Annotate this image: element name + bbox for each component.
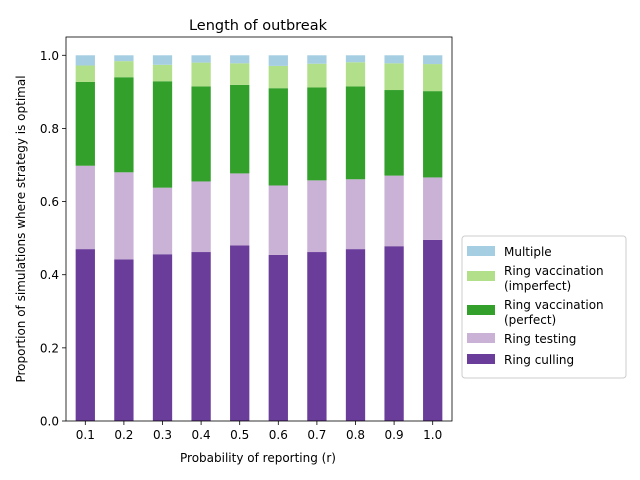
x-tick-label: 0.8 xyxy=(346,428,365,442)
x-tick-label: 0.7 xyxy=(307,428,326,442)
bar-segment-1-6 xyxy=(307,180,327,253)
legend: Multiple Ring vaccination (imperfect) Ring … xyxy=(461,235,627,379)
y-tick-label: 0.2 xyxy=(40,341,59,355)
bar-segment-0-2 xyxy=(152,254,173,421)
bar-segment-3-6 xyxy=(307,63,327,88)
bar-segment-4-5 xyxy=(268,55,288,66)
bar-segment-3-1 xyxy=(114,61,134,78)
bar-segment-4-4 xyxy=(230,55,250,64)
legend-swatch-1 xyxy=(467,271,495,281)
bar-segment-3-7 xyxy=(345,62,366,87)
bar-segment-0-9 xyxy=(423,239,443,421)
bar-segment-0-6 xyxy=(307,252,327,421)
legend-swatch-2 xyxy=(467,305,495,315)
legend-swatch-3 xyxy=(467,333,495,343)
bar-segment-2-8 xyxy=(384,90,404,176)
x-tick-label: 1.0 xyxy=(423,428,442,442)
y-tick-label: 0.0 xyxy=(40,415,59,429)
y-tick-label: 0.6 xyxy=(40,195,59,209)
bar-segment-1-5 xyxy=(268,185,288,255)
y-tick-label: 0.4 xyxy=(40,268,59,282)
legend-frame xyxy=(461,235,627,379)
bar-segment-0-4 xyxy=(230,245,250,421)
bar-segment-0-0 xyxy=(75,249,95,421)
bar-segment-2-2 xyxy=(152,81,173,188)
bar-segment-4-7 xyxy=(345,55,366,63)
bar-segment-4-3 xyxy=(191,55,211,63)
chart-title: Length of outbreak xyxy=(189,18,328,34)
bar-segment-3-0 xyxy=(75,65,95,82)
legend-label-4: Ring culling xyxy=(504,353,574,367)
bar-segment-1-3 xyxy=(191,181,211,253)
bar-segment-4-0 xyxy=(75,55,95,66)
bar-segment-3-5 xyxy=(268,65,288,89)
x-tick-label: 0.9 xyxy=(385,428,404,442)
bar-segment-3-2 xyxy=(152,64,173,82)
x-tick-label: 0.2 xyxy=(114,428,133,442)
bar-segment-4-6 xyxy=(307,55,327,64)
legend-label-3: Ring testing xyxy=(504,332,576,346)
y-axis-label: Proportion of simulations where strategy… xyxy=(14,75,28,382)
x-axis-label: Probability of reporting (r) xyxy=(180,451,336,465)
bar-segment-2-5 xyxy=(268,88,288,186)
x-tick-label: 0.6 xyxy=(269,428,288,442)
bar-segment-2-6 xyxy=(307,87,327,181)
bar-segment-2-7 xyxy=(345,86,366,180)
bar-segment-2-9 xyxy=(423,91,443,178)
bar-segment-3-9 xyxy=(423,64,443,92)
bar-segment-1-0 xyxy=(75,165,95,250)
bar-segment-0-1 xyxy=(114,259,134,421)
bar-segment-4-9 xyxy=(423,55,443,65)
legend-swatch-0 xyxy=(467,246,495,256)
x-tick-label: 0.5 xyxy=(230,428,249,442)
bar-segment-4-2 xyxy=(152,55,173,65)
bar-segment-2-1 xyxy=(114,77,134,173)
y-tick-label: 0.8 xyxy=(40,122,59,136)
bar-segment-1-2 xyxy=(152,187,173,255)
bar-segment-1-9 xyxy=(423,177,443,240)
bar-segment-4-8 xyxy=(384,55,404,64)
bar-segment-3-8 xyxy=(384,63,404,91)
bar-segment-4-1 xyxy=(114,55,134,62)
bar-segment-1-8 xyxy=(384,175,404,247)
x-tick-label: 0.4 xyxy=(192,428,211,442)
bar-segment-3-3 xyxy=(191,62,211,87)
bar-segment-1-1 xyxy=(114,172,134,260)
legend-label-2: Ring vaccination (perfect) xyxy=(504,298,604,327)
bar-segment-1-4 xyxy=(230,173,250,246)
legend-label-0: Multiple xyxy=(504,245,552,259)
bar-segment-0-8 xyxy=(384,246,404,421)
bar-segment-2-3 xyxy=(191,86,211,182)
bar-segment-0-3 xyxy=(191,252,211,421)
bar-segment-2-0 xyxy=(75,81,95,166)
plot-area: 0.1 0.2 0.3 0.4 0.5 0.6 0.7 0.8 0.9 1.0 0.0 0.2 0.4 0… xyxy=(40,36,453,442)
bar-segment-0-5 xyxy=(268,254,288,421)
bar-segment-0-7 xyxy=(345,249,366,421)
x-tick-label: 0.1 xyxy=(76,428,95,442)
bar-segment-1-7 xyxy=(345,179,366,250)
plot-frame xyxy=(65,36,453,422)
legend-label-1: Ring vaccination (imperfect) xyxy=(504,264,604,293)
x-tick-label: 0.3 xyxy=(153,428,172,442)
y-tick-label: 1.0 xyxy=(40,49,59,63)
legend-swatch-4 xyxy=(467,354,495,364)
bar-segment-2-4 xyxy=(230,84,250,174)
bar-segment-3-4 xyxy=(230,63,250,85)
